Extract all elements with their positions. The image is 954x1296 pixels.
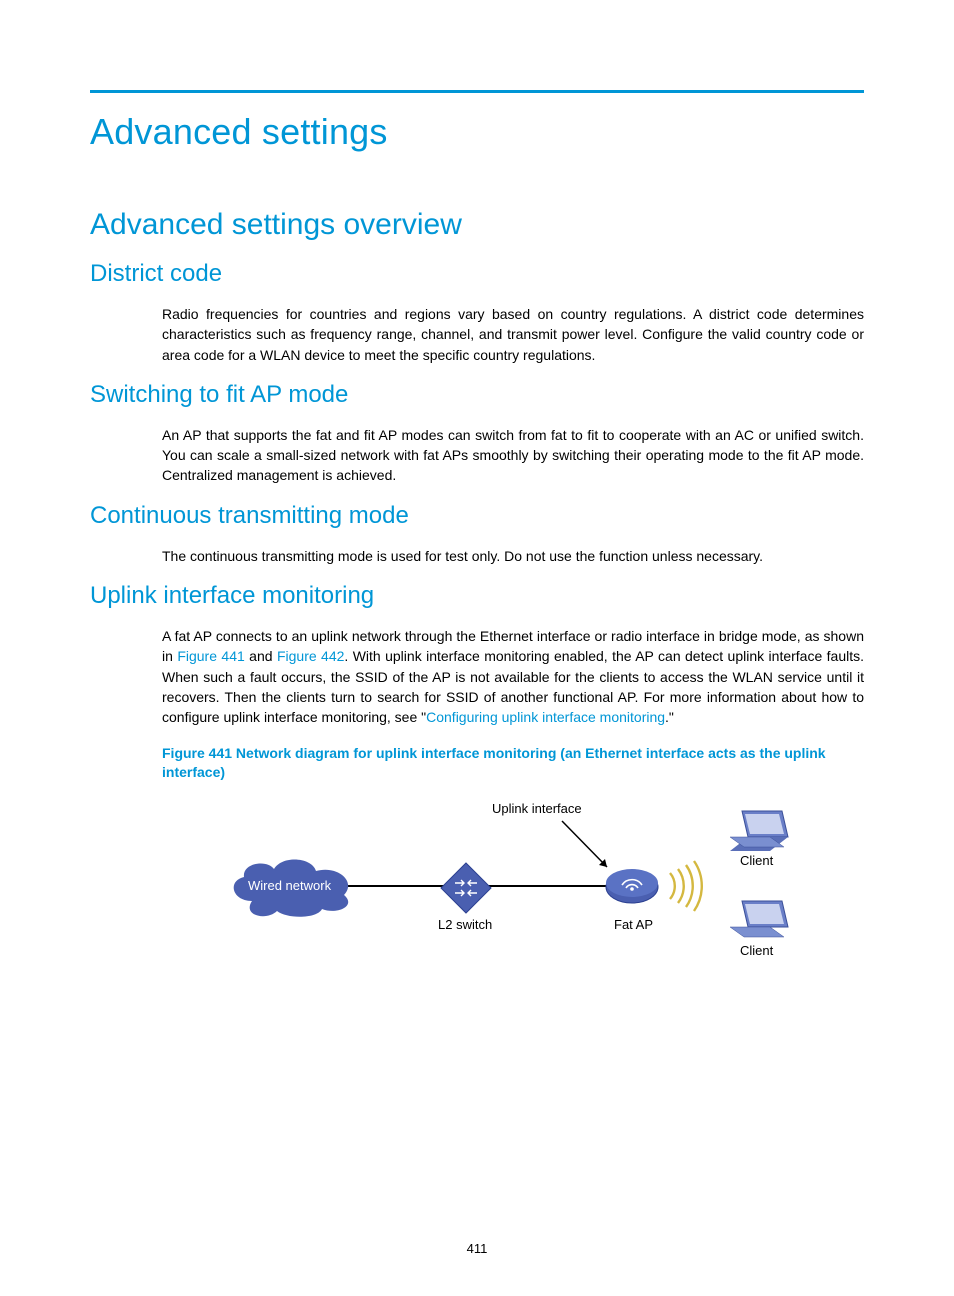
wifi-signal-icon — [662, 859, 722, 914]
figure-441-caption: Figure 441 Network diagram for uplink in… — [162, 744, 864, 783]
continuous-body: The continuous transmitting mode is used… — [162, 546, 864, 566]
uplink-heading: Uplink interface monitoring — [90, 582, 864, 610]
page-title: Advanced settings — [90, 111, 864, 153]
uplink-body: A fat AP connects to an uplink network t… — [162, 626, 864, 727]
fat-ap-label: Fat AP — [614, 917, 653, 932]
switching-heading: Switching to fit AP mode — [90, 381, 864, 409]
client-laptop-icon — [722, 897, 792, 947]
client-laptop-icon — [722, 807, 792, 857]
district-body: Radio frequencies for countries and regi… — [162, 304, 864, 365]
client2-label: Client — [740, 943, 773, 958]
continuous-heading: Continuous transmitting mode — [90, 502, 864, 530]
l2-switch-label: L2 switch — [438, 917, 492, 932]
network-diagram: Uplink interface Wired network L2 switch — [162, 801, 864, 991]
uplink-body-post: ." — [665, 709, 674, 725]
district-heading: District code — [90, 260, 864, 288]
page-number: 411 — [0, 1241, 954, 1256]
l2-switch-icon — [439, 861, 493, 915]
top-rule — [90, 90, 864, 93]
section-heading: Advanced settings overview — [90, 208, 864, 242]
wired-network-label: Wired network — [248, 878, 331, 893]
uplink-body-mid1: and — [245, 648, 277, 664]
fat-ap-icon — [604, 867, 660, 907]
switching-body: An AP that supports the fat and fit AP m… — [162, 425, 864, 486]
figure-442-link[interactable]: Figure 442 — [277, 648, 344, 664]
config-uplink-link[interactable]: Configuring uplink interface monitoring — [426, 709, 665, 725]
client1-label: Client — [740, 853, 773, 868]
figure-441-link[interactable]: Figure 441 — [177, 648, 244, 664]
